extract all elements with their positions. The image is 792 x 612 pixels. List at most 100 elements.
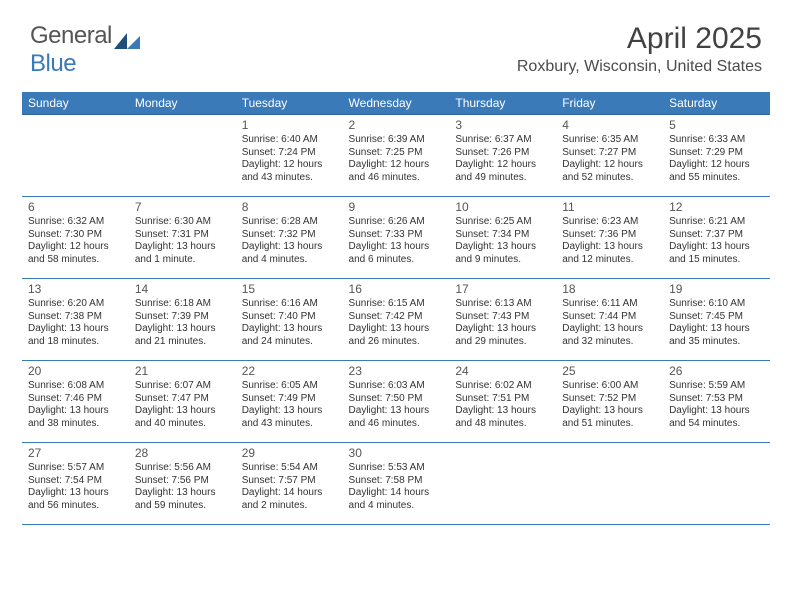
- day-number: 14: [135, 282, 230, 296]
- calendar-day-cell: 19Sunrise: 6:10 AMSunset: 7:45 PMDayligh…: [663, 279, 770, 361]
- calendar-day-cell: 5 Sunrise: 6:33 AMSunset: 7:29 PMDaylight…: [663, 115, 770, 197]
- sunrise-text: Sunrise: 6:07 AM: [135, 380, 230, 393]
- logo-text-blue: Blue: [30, 50, 76, 77]
- daylight-text: Daylight: 13 hours and 54 minutes.: [669, 405, 764, 430]
- day-number: 4: [562, 118, 657, 132]
- day-info: Sunrise: 6:13 AMSunset: 7:43 PMDaylight:…: [455, 298, 550, 348]
- daylight-text: Daylight: 12 hours and 43 minutes.: [242, 159, 337, 184]
- calendar-day-cell: 4Sunrise: 6:35 AMSunset: 7:27 PMDaylight…: [556, 115, 663, 197]
- daylight-text: Daylight: 13 hours and 35 minutes.: [669, 323, 764, 348]
- sunrise-text: Sunrise: 6:26 AM: [349, 216, 444, 229]
- day-number: 18: [562, 282, 657, 296]
- day-info: Sunrise: 6:07 AMSunset: 7:47 PMDaylight:…: [135, 380, 230, 430]
- day-info: Sunrise: 6:39 AMSunset: 7:25 PMDaylight:…: [349, 134, 444, 184]
- daylight-text: Daylight: 12 hours and 55 minutes.: [669, 159, 764, 184]
- sunrise-text: Sunrise: 6:39 AM: [349, 134, 444, 147]
- sunset-text: Sunset: 7:53 PM: [669, 393, 764, 406]
- day-info: Sunrise: 6:16 AMSunset: 7:40 PMDaylight:…: [242, 298, 337, 348]
- day-info: Sunrise: 6:32 AMSunset: 7:30 PMDaylight:…: [28, 216, 123, 266]
- calendar-day-cell: 22Sunrise: 6:05 AMSunset: 7:49 PMDayligh…: [236, 361, 343, 443]
- daylight-text: Daylight: 12 hours and 52 minutes.: [562, 159, 657, 184]
- calendar-empty-cell: [663, 443, 770, 525]
- sunrise-text: Sunrise: 6:10 AM: [669, 298, 764, 311]
- day-number: 29: [242, 446, 337, 460]
- day-number: 24: [455, 364, 550, 378]
- weekday-row: SundayMondayTuesdayWednesdayThursdayFrid…: [22, 92, 770, 115]
- sunset-text: Sunset: 7:46 PM: [28, 393, 123, 406]
- calendar-day-cell: 11Sunrise: 6:23 AMSunset: 7:36 PMDayligh…: [556, 197, 663, 279]
- sunrise-text: Sunrise: 5:57 AM: [28, 462, 123, 475]
- title-block: April 2025 Roxbury, Wisconsin, United St…: [517, 22, 762, 76]
- daylight-text: Daylight: 13 hours and 21 minutes.: [135, 323, 230, 348]
- sunrise-text: Sunrise: 5:54 AM: [242, 462, 337, 475]
- sunset-text: Sunset: 7:57 PM: [242, 475, 337, 488]
- calendar-day-cell: 13Sunrise: 6:20 AMSunset: 7:38 PMDayligh…: [22, 279, 129, 361]
- sunrise-text: Sunrise: 6:33 AM: [669, 134, 764, 147]
- calendar-day-cell: 10Sunrise: 6:25 AMSunset: 7:34 PMDayligh…: [449, 197, 556, 279]
- daylight-text: Daylight: 14 hours and 4 minutes.: [349, 487, 444, 512]
- day-number: 1: [242, 118, 337, 132]
- calendar-week-row: 27Sunrise: 5:57 AMSunset: 7:54 PMDayligh…: [22, 443, 770, 525]
- day-info: Sunrise: 6:37 AMSunset: 7:26 PMDaylight:…: [455, 134, 550, 184]
- sunrise-text: Sunrise: 6:21 AM: [669, 216, 764, 229]
- day-number: 12: [669, 200, 764, 214]
- sunset-text: Sunset: 7:32 PM: [242, 229, 337, 242]
- logo-text-general: General: [30, 22, 112, 49]
- sunrise-text: Sunrise: 6:03 AM: [349, 380, 444, 393]
- day-number: 11: [562, 200, 657, 214]
- daylight-text: Daylight: 13 hours and 32 minutes.: [562, 323, 657, 348]
- day-number: 23: [349, 364, 444, 378]
- day-number: 17: [455, 282, 550, 296]
- location-label: Roxbury, Wisconsin, United States: [517, 58, 762, 76]
- day-info: Sunrise: 6:02 AMSunset: 7:51 PMDaylight:…: [455, 380, 550, 430]
- page-header: General Blue April 2025 Roxbury, Wiscons…: [0, 0, 792, 84]
- sunset-text: Sunset: 7:34 PM: [455, 229, 550, 242]
- calendar-day-cell: 12 Sunrise: 6:21 AMSunset: 7:37 PMDayligh…: [663, 197, 770, 279]
- sunset-text: Sunset: 7:24 PM: [242, 147, 337, 160]
- daylight-text: Daylight: 13 hours and 9 minutes.: [455, 241, 550, 266]
- calendar-empty-cell: [129, 115, 236, 197]
- logo: General Blue: [30, 22, 140, 78]
- sunrise-text: Sunrise: 6:28 AM: [242, 216, 337, 229]
- day-info: Sunrise: 6:30 AMSunset: 7:31 PMDaylight:…: [135, 216, 230, 266]
- weekday-header: Friday: [556, 92, 663, 115]
- day-info: Sunrise: 5:59 AMSunset: 7:53 PMDaylight:…: [669, 380, 764, 430]
- sunrise-text: Sunrise: 6:23 AM: [562, 216, 657, 229]
- day-info: Sunrise: 6:20 AMSunset: 7:38 PMDaylight:…: [28, 298, 123, 348]
- calendar-day-cell: 28Sunrise: 5:56 AMSunset: 7:56 PMDayligh…: [129, 443, 236, 525]
- calendar-day-cell: 6Sunrise: 6:32 AMSunset: 7:30 PMDaylight…: [22, 197, 129, 279]
- sunset-text: Sunset: 7:30 PM: [28, 229, 123, 242]
- weekday-header: Saturday: [663, 92, 770, 115]
- calendar-day-cell: 16 Sunrise: 6:15 AMSunset: 7:42 PMDayligh…: [343, 279, 450, 361]
- day-info: Sunrise: 6:15 AMSunset: 7:42 PMDaylight:…: [349, 298, 444, 348]
- day-number: 28: [135, 446, 230, 460]
- sunrise-text: Sunrise: 6:25 AM: [455, 216, 550, 229]
- sunset-text: Sunset: 7:56 PM: [135, 475, 230, 488]
- day-info: Sunrise: 6:33 AMSunset: 7:29 PMDaylight:…: [669, 134, 764, 184]
- sunrise-text: Sunrise: 6:08 AM: [28, 380, 123, 393]
- day-number: 26: [669, 364, 764, 378]
- weekday-header: Wednesday: [343, 92, 450, 115]
- calendar-day-cell: 29Sunrise: 5:54 AMSunset: 7:57 PMDayligh…: [236, 443, 343, 525]
- sunrise-text: Sunrise: 6:35 AM: [562, 134, 657, 147]
- sunrise-text: Sunrise: 6:02 AM: [455, 380, 550, 393]
- day-info: Sunrise: 6:26 AMSunset: 7:33 PMDaylight:…: [349, 216, 444, 266]
- month-title: April 2025: [517, 22, 762, 56]
- logo-text: General Blue: [30, 22, 140, 78]
- day-info: Sunrise: 6:40 AMSunset: 7:24 PMDaylight:…: [242, 134, 337, 184]
- day-number: 30: [349, 446, 444, 460]
- sunset-text: Sunset: 7:33 PM: [349, 229, 444, 242]
- calendar-day-cell: 21Sunrise: 6:07 AMSunset: 7:47 PMDayligh…: [129, 361, 236, 443]
- daylight-text: Daylight: 13 hours and 46 minutes.: [349, 405, 444, 430]
- day-info: Sunrise: 6:18 AMSunset: 7:39 PMDaylight:…: [135, 298, 230, 348]
- sunrise-text: Sunrise: 6:16 AM: [242, 298, 337, 311]
- day-number: 5: [669, 118, 764, 132]
- calendar-empty-cell: [22, 115, 129, 197]
- day-number: 16: [349, 282, 444, 296]
- day-number: 7: [135, 200, 230, 214]
- day-info: Sunrise: 6:21 AMSunset: 7:37 PMDaylight:…: [669, 216, 764, 266]
- sunrise-text: Sunrise: 6:15 AM: [349, 298, 444, 311]
- sunset-text: Sunset: 7:26 PM: [455, 147, 550, 160]
- calendar-day-cell: 30Sunrise: 5:53 AMSunset: 7:58 PMDayligh…: [343, 443, 450, 525]
- day-number: 27: [28, 446, 123, 460]
